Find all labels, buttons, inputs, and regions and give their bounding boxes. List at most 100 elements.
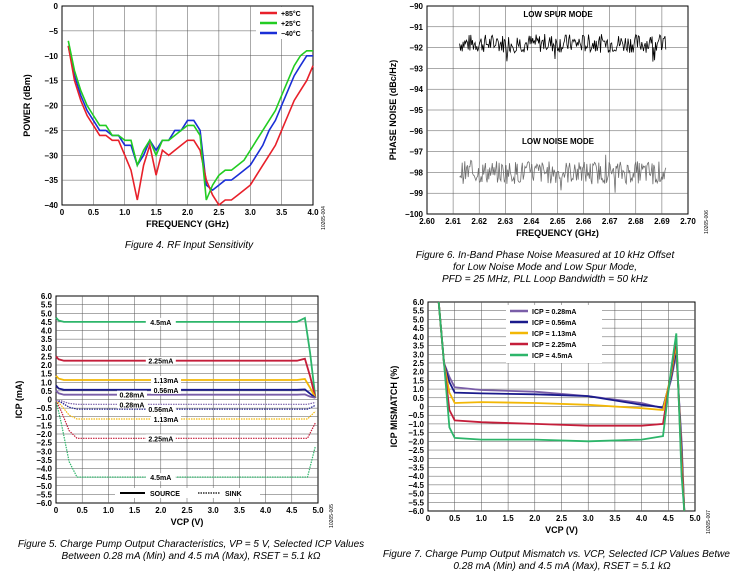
legend-box: [115, 488, 260, 498]
source-line-3: [55, 384, 316, 399]
y-tick-label: 5.5: [41, 301, 53, 310]
current-label-bg: [116, 400, 147, 409]
sink-line-4: [55, 399, 316, 405]
x-tick-label: 2.63: [498, 217, 514, 226]
y-tick-label: −92: [409, 44, 423, 53]
x-tick-label: 2.70: [680, 217, 696, 226]
x-axis-title: FREQUENCY (GHz): [516, 228, 599, 238]
x-tick-label: 1.0: [476, 514, 488, 523]
x-axis-title: VCP (V): [545, 525, 578, 535]
y-tick-label: −5: [49, 27, 59, 36]
current-label-bg: [145, 473, 176, 482]
y-tick-label: −5.5: [36, 490, 52, 499]
figure-caption: Figure 4. RF Input Sensitivity: [125, 240, 254, 251]
current-label: 4.5mA: [150, 475, 171, 482]
y-tick-label: 2.0: [41, 361, 53, 370]
current-label: 2.25mA: [148, 436, 173, 443]
x-tick-label: 2.69: [654, 217, 670, 226]
current-label: 2.25mA: [148, 359, 173, 366]
y-tick-label: −95: [409, 106, 423, 115]
y-tick-label: −91: [409, 23, 423, 32]
figure-code: 10265-004: [321, 206, 327, 230]
y-tick-label: 5.0: [41, 309, 53, 318]
current-label-bg: [151, 376, 182, 385]
source-line-4: [55, 389, 316, 399]
y-tick-label: 3.5: [41, 335, 53, 344]
x-tick-label: 4.0: [307, 208, 319, 217]
y-tick-label: −100: [405, 210, 424, 219]
x-tick-label: 1.0: [119, 208, 131, 217]
y-tick-label: 1.0: [413, 385, 425, 394]
legend-label: ICP = 0.28mA: [532, 309, 576, 316]
y-tick-label: −10: [44, 52, 58, 61]
sink-line-3: [55, 399, 316, 410]
y-tick-label: −1.5: [408, 429, 424, 438]
source-line-2: [55, 375, 317, 399]
source-line-1: [55, 355, 317, 399]
y-tick-label: 0.5: [413, 394, 425, 403]
current-label: 0.28mA: [120, 393, 145, 400]
x-tick-label: 2.5: [213, 208, 225, 217]
x-tick-label: 1.5: [503, 514, 515, 523]
y-tick-label: 3.0: [41, 344, 53, 353]
x-tick-label: 2.5: [181, 506, 193, 515]
y-tick-label: −97: [409, 148, 423, 157]
y-tick-label: −99: [409, 189, 423, 198]
y-tick-label: −2.5: [36, 439, 52, 448]
sink-line-2: [55, 399, 316, 420]
x-tick-label: 0: [54, 506, 59, 515]
x-tick-label: 2.64: [524, 217, 540, 226]
y-tick-label: −4.5: [36, 473, 52, 482]
current-label-bg: [151, 385, 182, 394]
y-tick-label: −1.5: [36, 421, 52, 430]
current-label: 0.28mA: [120, 402, 145, 409]
y-tick-label: 2.5: [41, 352, 53, 361]
x-tick-label: 2.0: [155, 506, 167, 515]
legend: +85°C +25°C −40°C: [256, 7, 311, 39]
x-tick-label: 3.0: [583, 514, 595, 523]
y-tick-label: 0: [420, 403, 425, 412]
current-label: 1.13mA: [154, 417, 179, 424]
series-line-2: [67, 45, 313, 192]
y-tick-label: 4.0: [41, 327, 53, 336]
x-tick-label: 5.0: [689, 514, 701, 523]
y-tick-label: −3.0: [408, 455, 424, 464]
y-tick-label: −35: [44, 176, 58, 185]
current-label-bg: [145, 317, 176, 326]
current-label: 4.5mA: [150, 320, 171, 327]
y-axis-title: ICP MISMATCH (%): [389, 366, 399, 448]
figure-caption: Figure 5. Charge Pump Output Characteris…: [18, 539, 364, 550]
y-tick-label: −93: [409, 64, 423, 73]
figure-caption: PFD = 25 MHz, PLL Loop Bandwidth = 50 kH…: [442, 274, 648, 285]
y-tick-label: −3.0: [36, 447, 52, 456]
y-tick-label: −5.0: [36, 482, 52, 491]
current-label-bg: [116, 390, 147, 399]
figure-caption: Between 0.28 mA (Min) and 4.5 mA (Max), …: [62, 551, 321, 562]
y-tick-label: 6.0: [41, 292, 53, 301]
legend-label-source: SOURCE: [150, 491, 180, 498]
figure-caption: Figure 7. Charge Pump Output Mismatch vs…: [383, 549, 730, 560]
x-tick-label: 2.62: [471, 217, 487, 226]
x-tick-label: 2.66: [576, 217, 592, 226]
x-tick-label: 4.0: [636, 514, 648, 523]
source-line-0: [55, 316, 317, 398]
figure-code: 10265-005: [329, 504, 335, 528]
mismatch-line-4: [437, 301, 686, 512]
x-tick-label: 3.5: [276, 208, 288, 217]
y-tick-label: −0.5: [408, 411, 424, 420]
y-tick-label: 2.5: [413, 359, 425, 368]
figure-code: 10265-006: [704, 210, 710, 234]
chart-charge-pump-output: 0 0.5 1.0 1.5 2.0 2.5 3.0 3.5 4.0 4.5 5.06.05.55.0…: [14, 292, 364, 562]
chart-charge-pump-mismatch: 0 0.5 1.0 1.5 2.0 2.5 3.0 3.5 4.0 4.5 5.06.05.55.0…: [383, 298, 730, 572]
y-tick-label: −1.0: [408, 420, 424, 429]
x-tick-label: 4.5: [286, 506, 298, 515]
sink-line-0: [55, 400, 316, 478]
x-axis-title: FREQUENCY (GHz): [146, 219, 229, 229]
current-label-bg: [145, 434, 176, 443]
y-tick-label: 5.0: [413, 315, 425, 324]
y-tick-label: 5.5: [413, 307, 425, 316]
y-tick-label: 4.0: [413, 333, 425, 342]
y-tick-label: −2.0: [408, 437, 424, 446]
x-tick-label: 2.68: [628, 217, 644, 226]
